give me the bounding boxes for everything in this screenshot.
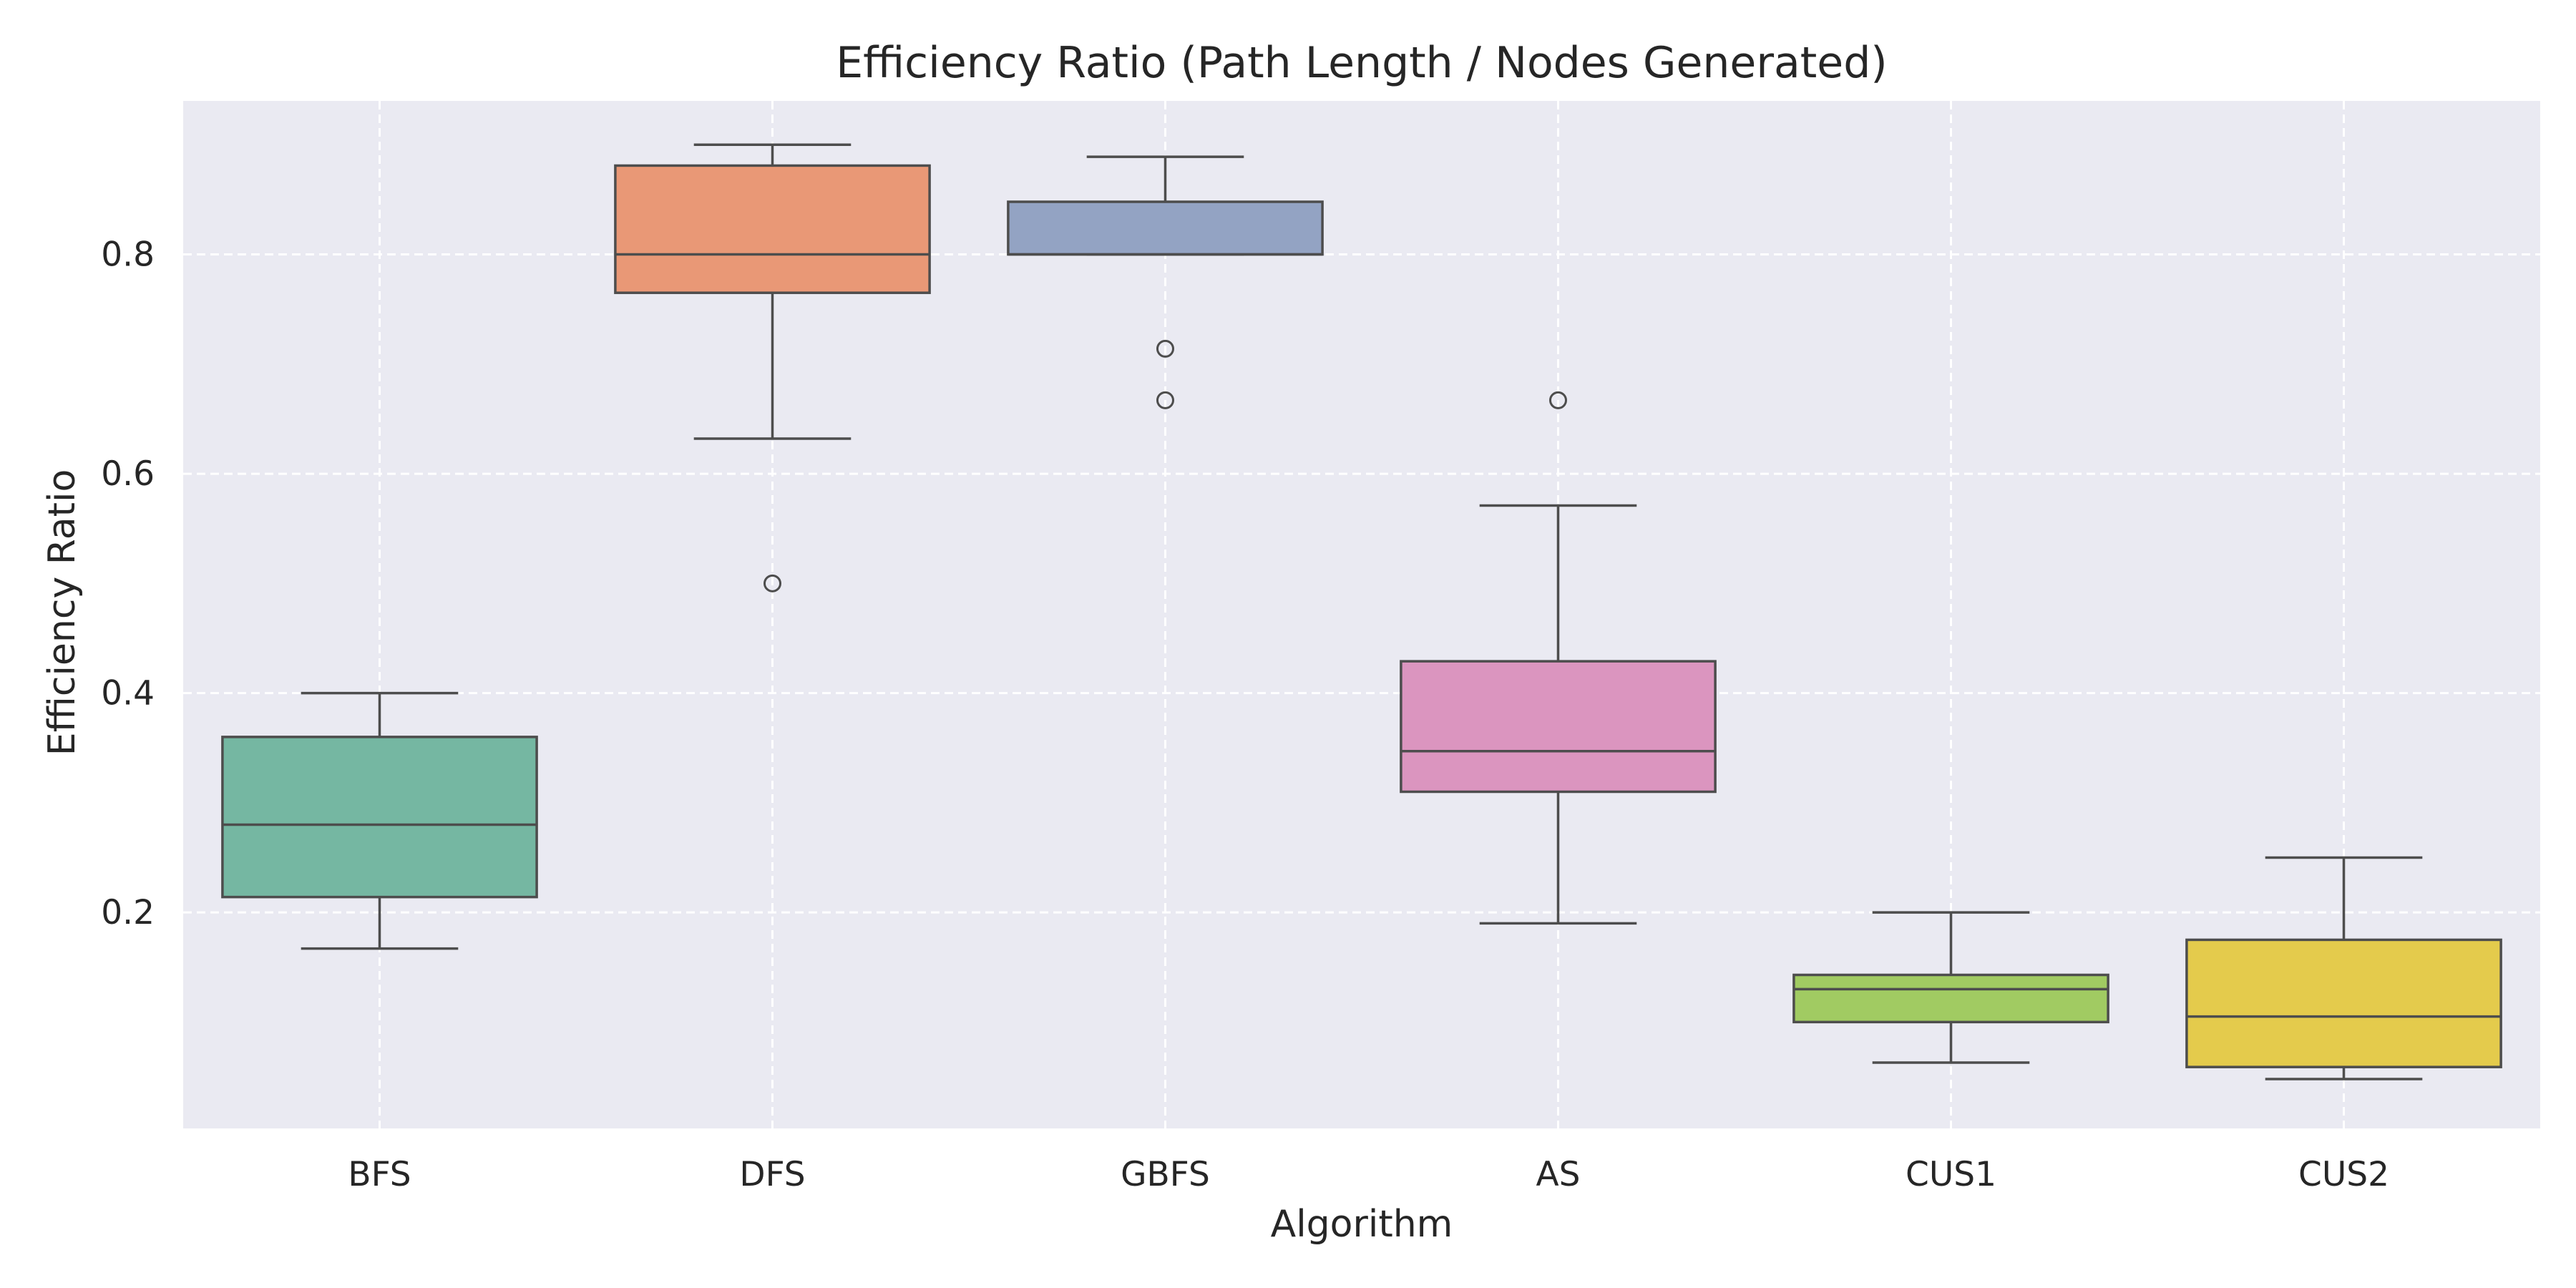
box-cus1 <box>1792 911 2109 1064</box>
box-cus2 <box>2185 856 2502 1080</box>
outlier-point <box>763 574 781 592</box>
x-tick-label: GBFS <box>1121 1155 1210 1194</box>
x-tick-label: DFS <box>739 1155 805 1194</box>
outlier-point <box>1156 391 1174 409</box>
box-as <box>1400 391 1717 925</box>
outlier-point <box>1156 339 1174 358</box>
x-tick-label: CUS1 <box>1906 1155 1996 1194</box>
x-tick-label: CUS2 <box>2298 1155 2389 1194</box>
iqr-box <box>2185 938 2502 1068</box>
y-tick-label: 0.2 <box>101 893 155 932</box>
plot-background <box>183 101 2540 1128</box>
x-axis-label: Algorithm <box>1271 1203 1453 1246</box>
iqr-box <box>614 164 931 294</box>
x-tick-labels: BFS DFS GBFS AS CUS1 CUS2 <box>348 1155 2389 1194</box>
iqr-box <box>221 736 538 899</box>
y-tick-label: 0.4 <box>101 674 155 713</box>
box-bfs <box>221 691 538 950</box>
iqr-box <box>1007 200 1324 256</box>
y-tick-label: 0.6 <box>101 454 155 494</box>
y-tick-labels: 0.2 0.4 0.6 0.8 <box>101 235 155 933</box>
box-dfs <box>614 143 931 592</box>
y-axis-label: Efficiency Ratio <box>41 469 84 756</box>
iqr-box <box>1792 973 2109 1024</box>
x-tick-label: BFS <box>348 1155 411 1194</box>
iqr-box <box>1400 660 1717 794</box>
box-plot-series <box>221 143 2502 1080</box>
outlier-point <box>1549 391 1567 409</box>
grid-lines <box>183 101 2540 1128</box>
y-tick-label: 0.8 <box>101 235 155 275</box>
box-gbfs <box>1007 155 1324 409</box>
chart-title: Efficiency Ratio (Path Length / Nodes Ge… <box>836 38 1887 88</box>
x-tick-label: AS <box>1536 1155 1581 1194</box>
